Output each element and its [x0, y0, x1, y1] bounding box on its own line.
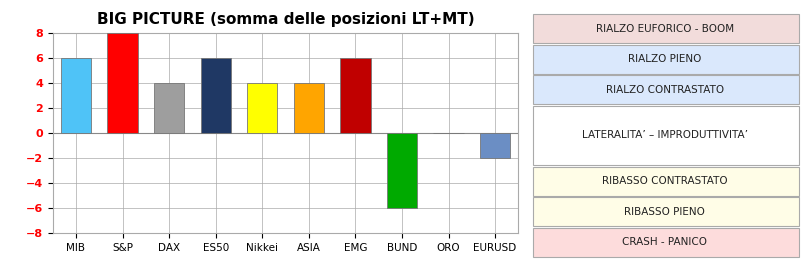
- Text: RIALZO PIENO: RIALZO PIENO: [629, 54, 701, 64]
- Text: LATERALITA’ – IMPRODUTTIVITA’: LATERALITA’ – IMPRODUTTIVITA’: [582, 131, 748, 140]
- Bar: [387, 133, 417, 208]
- Bar: [533, 14, 799, 43]
- Bar: [480, 133, 510, 158]
- Bar: [108, 33, 138, 133]
- Text: RIBASSO PIENO: RIBASSO PIENO: [625, 207, 706, 217]
- Text: RIBASSO CONTRASTATO: RIBASSO CONTRASTATO: [602, 176, 727, 186]
- Bar: [533, 106, 799, 165]
- Bar: [533, 228, 799, 257]
- Bar: [533, 167, 799, 196]
- Bar: [340, 57, 370, 133]
- Text: RIALZO EUFORICO - BOOM: RIALZO EUFORICO - BOOM: [596, 24, 734, 34]
- Bar: [533, 45, 799, 74]
- Bar: [294, 83, 324, 133]
- Text: RIALZO CONTRASTATO: RIALZO CONTRASTATO: [606, 85, 724, 95]
- Bar: [154, 83, 184, 133]
- Bar: [247, 83, 277, 133]
- Bar: [533, 75, 799, 104]
- Bar: [533, 197, 799, 226]
- Text: CRASH - PANICO: CRASH - PANICO: [622, 237, 707, 247]
- Bar: [61, 57, 91, 133]
- Bar: [201, 57, 231, 133]
- Title: BIG PICTURE (somma delle posizioni LT+MT): BIG PICTURE (somma delle posizioni LT+MT…: [96, 12, 475, 27]
